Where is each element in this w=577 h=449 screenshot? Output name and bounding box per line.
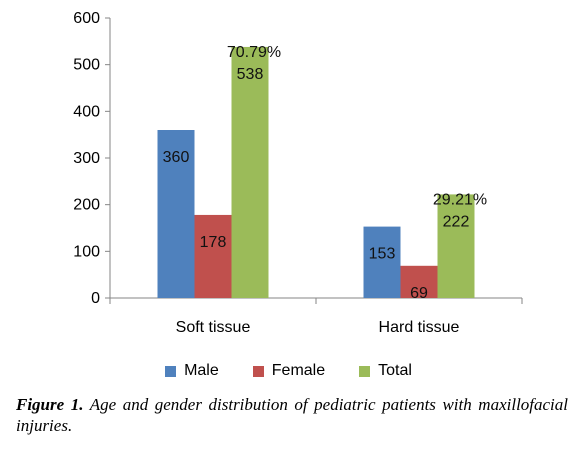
figure-caption-text: Age and gender distribution of pediatric…: [16, 395, 569, 435]
bar-male: [157, 130, 195, 298]
figure-caption: Figure 1. Age and gender distribution of…: [16, 394, 568, 436]
y-tick-label: 500: [73, 57, 100, 74]
bar-female: [400, 265, 438, 298]
bar-female: [194, 214, 232, 298]
bar-chart: 0 100 200 300 400 500 600 Soft tissue 360 178 538…: [73, 10, 523, 336]
percent-label: 70.79%: [227, 44, 281, 61]
data-label-female: 69: [410, 285, 428, 302]
legend-item-total: Total: [359, 362, 412, 380]
y-tick-label: 200: [73, 197, 100, 214]
bar-total: [231, 46, 269, 298]
legend-item-male: Male: [165, 362, 219, 380]
chart-legend: Male Female Total: [0, 362, 577, 380]
y-tick-label: 600: [73, 10, 100, 27]
y-tick-label: 300: [73, 150, 100, 167]
legend-swatch-female: [252, 365, 264, 377]
x-category-label: Hard tissue: [379, 319, 460, 336]
y-tick-label: 400: [73, 103, 100, 120]
y-tick-label: 100: [73, 243, 100, 260]
y-tick-label: 0: [91, 290, 100, 307]
data-label-female: 178: [200, 234, 227, 251]
data-label-total: 538: [237, 66, 264, 83]
data-label-male: 153: [369, 246, 396, 263]
data-label-total: 222: [443, 213, 470, 230]
bar-total: [437, 194, 475, 298]
figure-label: Figure 1.: [16, 395, 84, 414]
data-label-male: 360: [163, 149, 190, 166]
legend-item-female: Female: [252, 362, 326, 380]
bar-male: [363, 226, 401, 298]
chart-bars: [157, 46, 475, 298]
percent-label: 29.21%: [433, 191, 487, 208]
legend-label-female: Female: [271, 362, 326, 379]
legend-swatch-male: [165, 365, 177, 377]
chart-axes: 0 100 200 300 400 500 600: [73, 10, 523, 307]
x-category-label: Soft tissue: [176, 319, 251, 336]
legend-label-male: Male: [184, 362, 219, 379]
chart-labels: Soft tissue 360 178 538 70.79% Hard tissue 153…: [163, 44, 487, 336]
legend-label-total: Total: [378, 362, 412, 379]
legend-swatch-total: [359, 365, 371, 377]
